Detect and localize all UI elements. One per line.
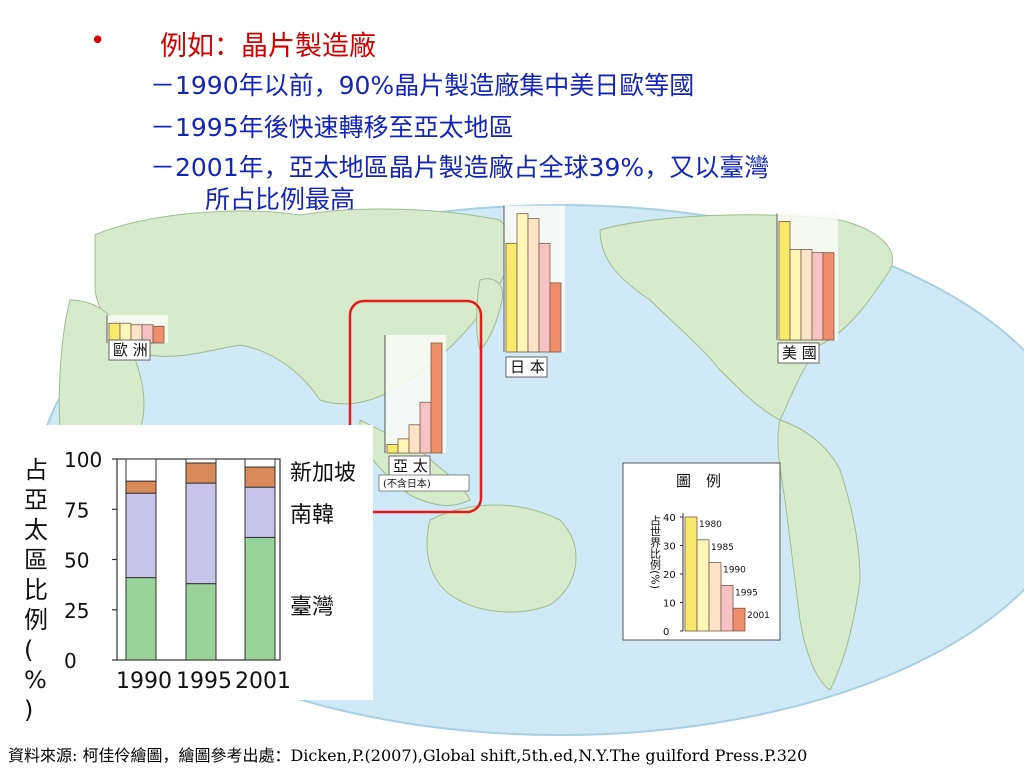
- legend-year-label: 1980: [699, 520, 722, 530]
- stacked-x-label: 1995: [176, 669, 232, 694]
- legend-tick-label: 0: [663, 627, 669, 638]
- region-bar-1985: [789, 249, 802, 341]
- bullet-line-2: －1995年後快速轉移至亞太地區: [150, 113, 514, 142]
- region-bar-1995: [419, 401, 432, 454]
- landmass: [426, 504, 577, 613]
- bullet: •: [90, 26, 106, 56]
- legend-tick-label: 40: [663, 513, 676, 524]
- regional-mini-charts: 歐 洲日 本 美 國亞 太 (不含日本): [106, 205, 838, 514]
- landmass: [476, 278, 504, 351]
- region-bar-1995: [538, 242, 551, 353]
- region-bar-2001: [822, 252, 835, 341]
- legend-tick-label: 20: [663, 570, 676, 581]
- asia-highlight-frame: [348, 299, 483, 514]
- region-chart-europe: 歐 洲: [106, 315, 168, 361]
- stacked-seg-新加坡-1995: [185, 462, 217, 484]
- stacked-tick-label: 25: [64, 599, 89, 623]
- stacked-seg-臺灣-2001: [244, 536, 276, 661]
- bullet-line-4: 所占比例最高: [205, 185, 356, 214]
- stacked-seg-臺灣-1990: [125, 577, 157, 661]
- region-bar-1990: [408, 424, 421, 454]
- stacked-seg-南韓-1995: [185, 482, 217, 585]
- stacked-tick-label: 100: [64, 448, 102, 472]
- stacked-x-label: 2001: [235, 669, 291, 694]
- stacked-y-label-char: 占: [24, 456, 48, 484]
- region-bar-2001: [549, 282, 562, 353]
- region-bar-1980: [778, 221, 791, 341]
- stacked-y-label-char: 比: [24, 576, 48, 604]
- stacked-seg-remainder-1995: [185, 458, 217, 464]
- region-note-box: [378, 474, 470, 492]
- stacked-seg-remainder-1990: [125, 458, 157, 482]
- legend-year-label: 1985: [711, 543, 734, 553]
- region-bar-1980: [505, 242, 518, 353]
- region-label-box: [777, 342, 820, 364]
- landmass: [58, 299, 145, 431]
- legend-year-label: 1990: [723, 566, 746, 576]
- series-label-korea: 南韓: [290, 503, 334, 528]
- stacked-seg-新加坡-1990: [125, 480, 157, 494]
- stacked-y-label-char: ): [24, 696, 33, 724]
- region-chart-usa: 美 國: [776, 213, 838, 364]
- region-label-box: [108, 339, 151, 361]
- legend-title: 圖 例: [676, 472, 721, 490]
- legend-bar-1980: [684, 516, 698, 632]
- region-bar-2001: [430, 342, 443, 454]
- stacked-tick-label: 75: [64, 498, 89, 522]
- source-citation: 資料來源: 柯佳伶繪圖，繪圖參考出處：Dicken,P.(2007),Globa…: [8, 746, 808, 765]
- stacked-seg-新加坡-2001: [244, 466, 276, 488]
- region-label: 日 本: [510, 358, 545, 376]
- region-label: 美 國: [782, 344, 817, 362]
- region-bar-1980: [386, 444, 399, 454]
- region-bar-1990: [800, 249, 813, 341]
- stacked-seg-remainder-2001: [244, 458, 276, 468]
- stacked-seg-臺灣-1995: [185, 583, 217, 661]
- region-bar-1990: [527, 218, 540, 353]
- stacked-y-label-char: 亞: [24, 486, 48, 514]
- legend-bar-1990: [708, 562, 722, 632]
- stacked-y-label-char: 太: [24, 516, 48, 544]
- bullet-line-3: －2001年，亞太地區晶片製造廠占全球39%，又以臺灣: [150, 153, 770, 182]
- legend-bar-2001: [732, 607, 746, 632]
- region-bar-1985: [516, 213, 529, 353]
- legend-tick-label: 30: [663, 542, 676, 553]
- stacked-y-label-char: %: [24, 666, 47, 694]
- region-note: (不含日本): [383, 477, 431, 490]
- legend-bar-1995: [720, 585, 734, 632]
- slide-title: 例如：晶片製造廠: [160, 31, 376, 62]
- region-chart-japan: 日 本: [503, 205, 565, 378]
- legend-year-label: 1995: [735, 588, 758, 598]
- legend-tick-label: 10: [663, 599, 676, 610]
- landmass: [777, 419, 861, 691]
- series-label-singapore: 新加坡: [290, 461, 356, 486]
- stacked-seg-南韓-1990: [125, 492, 157, 579]
- legend-year-label: 2001: [747, 611, 770, 621]
- region-bar-1995: [811, 252, 824, 341]
- stacked-y-label-char: (: [24, 636, 33, 664]
- stacked-x-label: 1990: [116, 669, 172, 694]
- stacked-seg-南韓-2001: [244, 486, 276, 538]
- region-label: 亞 太: [393, 457, 428, 475]
- region-chart-asia: 亞 太 (不含日本): [378, 335, 470, 492]
- stacked-y-label-char: 區: [24, 546, 48, 574]
- bullet-line-1: －1990年以前，90%晶片製造廠集中美日歐等國: [150, 71, 695, 100]
- region-bar-2001: [152, 325, 165, 344]
- series-label-taiwan: 臺灣: [290, 595, 334, 620]
- region-label: 歐 洲: [113, 341, 148, 359]
- stacked-tick-label: 0: [64, 649, 77, 673]
- stacked-y-label-char: 例: [24, 606, 48, 634]
- region-bar-1985: [397, 438, 410, 454]
- stacked-tick-label: 50: [64, 549, 89, 573]
- legend-y-label: 占世界比例(%): [649, 514, 662, 589]
- legend-bar-1985: [696, 539, 710, 632]
- region-label-box: [505, 356, 548, 378]
